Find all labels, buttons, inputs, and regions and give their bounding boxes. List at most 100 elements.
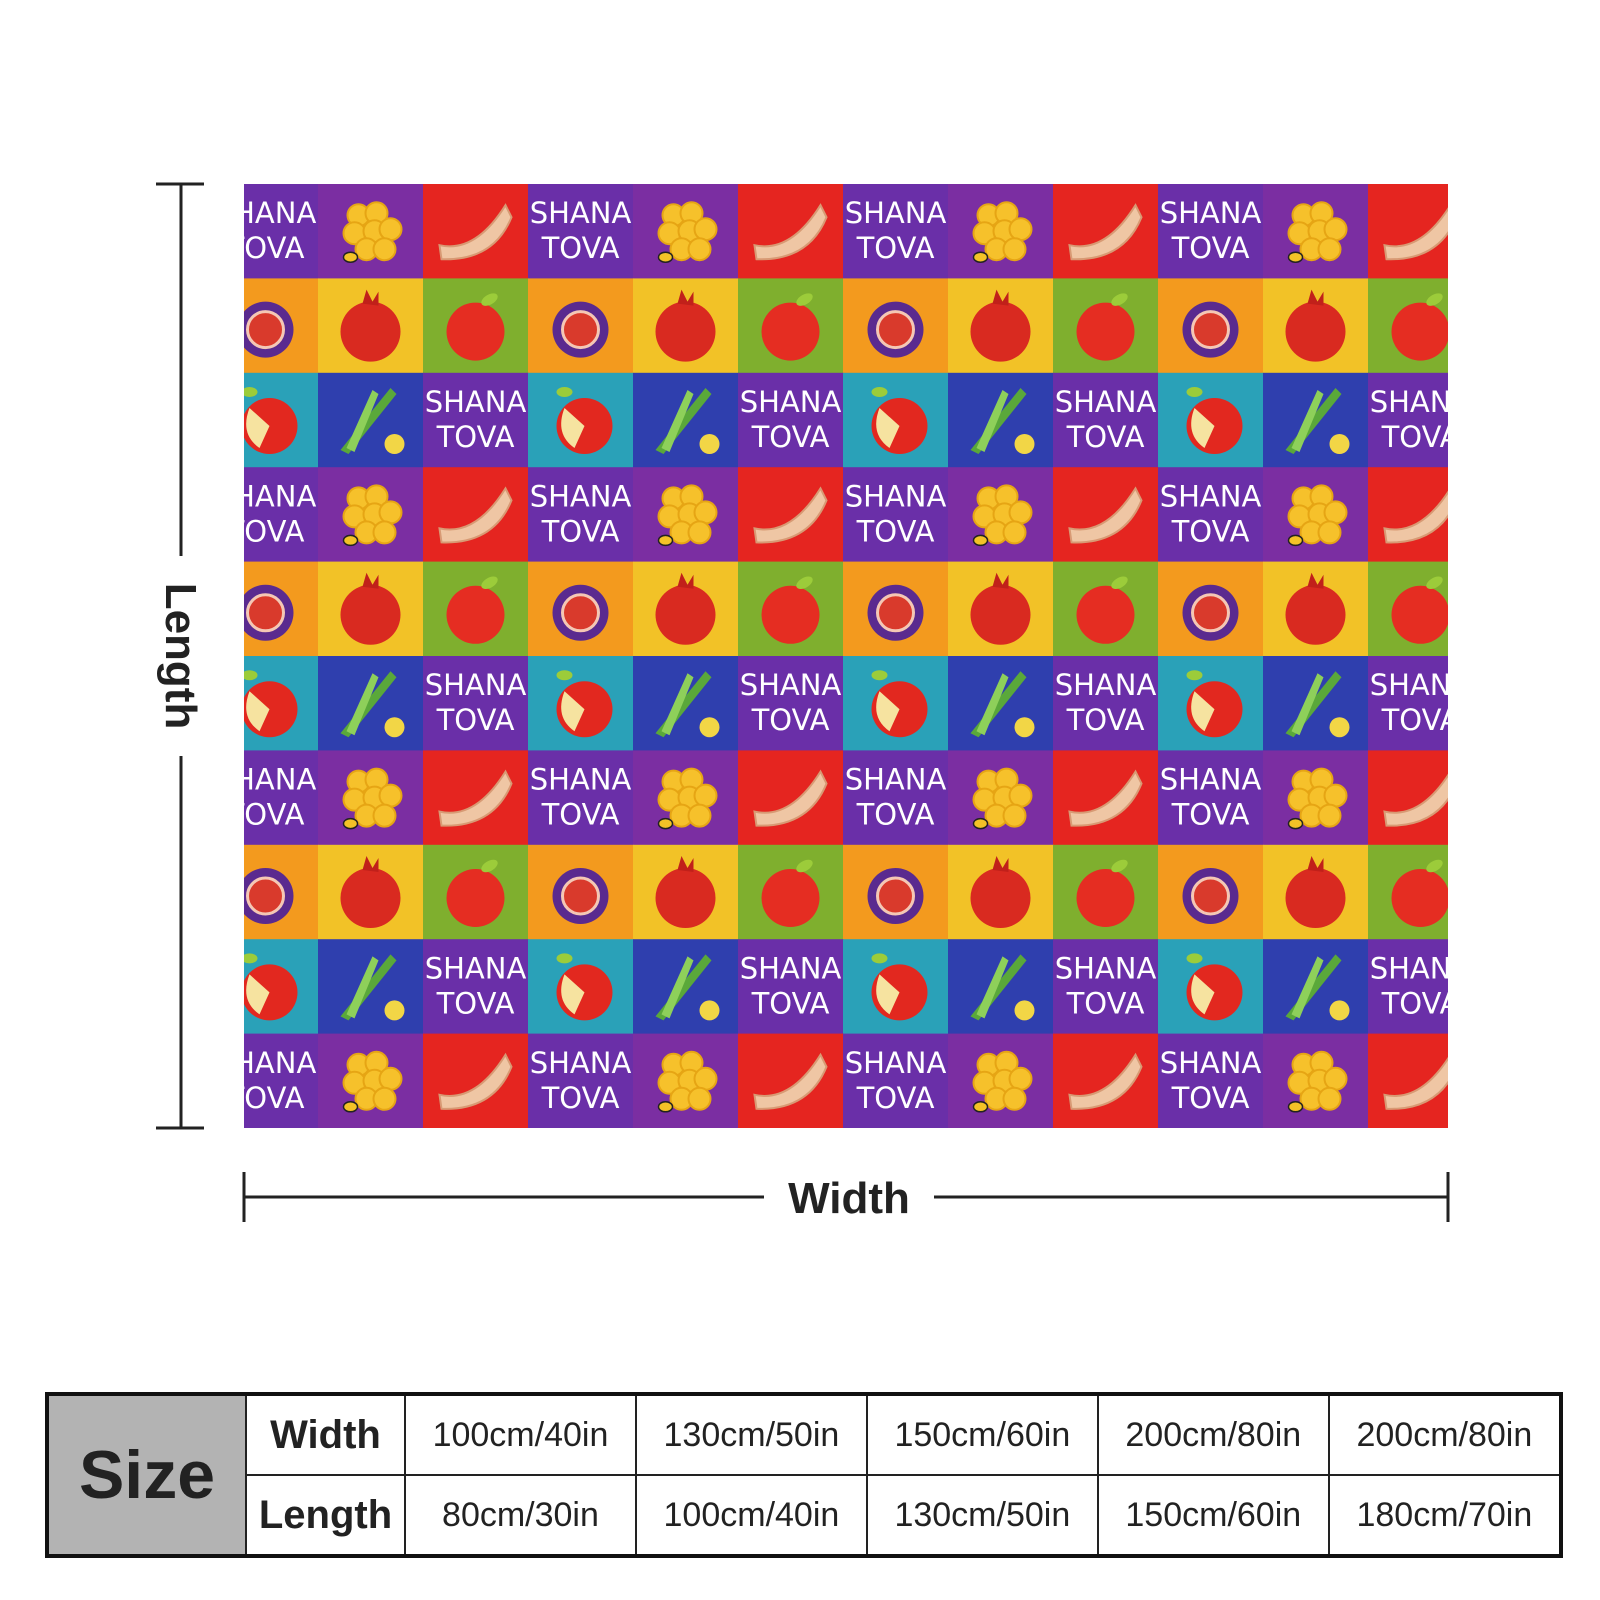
blanket-tile [423,1033,529,1128]
length-cell: 150cm/60in [1096,1474,1330,1557]
tile-text-line2: TOVA [1171,1081,1250,1115]
tile-text-line2: TOVA [541,231,620,265]
blanket-tile [1263,656,1369,751]
tile-text-line2: TOVA [541,514,620,548]
width-cell: 200cm/80in [1096,1393,1330,1476]
blanket-tile [1368,844,1448,940]
tile-text-line1: SHANA [1370,668,1448,702]
tile-text-line1: SHANA [530,763,632,797]
blanket-tile [1263,467,1369,563]
blanket-tile [1263,750,1369,846]
tile-text-line2: TOVA [541,798,620,832]
blanket-tile [633,939,739,1035]
tile-text-line1: SHANA [244,196,316,230]
blanket-tile [1263,561,1369,657]
blanket-tile [423,278,529,374]
blanket-tile [318,750,424,846]
tile-text-line2: TOVA [436,420,515,454]
tile-text-line2: TOVA [1171,514,1250,548]
blanket-tile [318,561,424,657]
blanket-tile [948,467,1054,563]
tile-text-line1: SHANA [845,479,947,513]
blanket-tile [244,656,319,751]
tile-text-line1: SHANA [244,1046,316,1080]
blanket-tile [633,1033,739,1128]
tile-text-line2: TOVA [856,231,935,265]
tile-text-line1: SHANA [1055,385,1157,419]
tile-text-line2: TOVA [1381,986,1448,1020]
tile-text-line2: TOVA [1066,420,1145,454]
tile-text-line1: SHANA [740,385,842,419]
tile-text-line2: TOVA [244,1081,305,1115]
tile-text-line1: SHANA [740,668,842,702]
width-cell: 200cm/80in [1327,1393,1563,1476]
blanket-tile [948,184,1054,279]
tile-text-line2: TOVA [436,703,515,737]
tile-text-line2: TOVA [1066,703,1145,737]
blanket-tile [633,278,739,374]
tile-text-line2: TOVA [856,798,935,832]
blanket-tile [738,1033,844,1128]
blanket-tile [1263,184,1369,279]
tile-text-line1: SHANA [845,196,947,230]
tile-text-line2: TOVA [1066,986,1145,1020]
blanket-tile [1368,1033,1448,1128]
tile-text-line1: SHANA [740,951,842,985]
blanket-tile [318,844,424,940]
blanket-tile [948,372,1054,468]
blanket-tile [1263,844,1369,940]
blanket-tile [244,278,319,374]
tile-text-line1: SHANA [1055,668,1157,702]
blanket-pattern: SHANATOVASHANATOVASHANATOVASHANATOVASHAN… [244,184,1448,1128]
length-row-label: Length [245,1474,406,1557]
blanket-tile [738,184,844,279]
blanket-tile [423,561,529,657]
tile-text-line1: SHANA [1370,951,1448,985]
blanket-tile [843,656,949,751]
blanket-tile [528,561,634,657]
tile-text-line2: TOVA [1171,231,1250,265]
tile-text-line1: SHANA [1055,951,1157,985]
blanket-tile [1368,561,1448,657]
tile-text-line1: SHANA [244,479,316,513]
tile-text-line1: SHANA [845,1046,947,1080]
tile-text-line1: SHANA [425,951,527,985]
width-cell: 150cm/60in [865,1393,1099,1476]
blanket-tile [633,844,739,940]
blanket-tile [1368,467,1448,563]
blanket-tile [633,561,739,657]
blanket-tile [843,278,949,374]
length-cell: 180cm/70in [1327,1474,1563,1557]
blanket-tile [1158,561,1264,657]
tile-text-line1: SHANA [425,668,527,702]
blanket-tile [1158,844,1264,940]
tile-text-line2: TOVA [751,986,830,1020]
tile-text-line1: SHANA [530,1046,632,1080]
blanket-tile [1263,939,1369,1035]
blanket-tile [633,372,739,468]
tile-text-line2: TOVA [1381,703,1448,737]
blanket-tile [1053,278,1159,374]
blanket-tile [423,184,529,279]
blanket-tile [633,656,739,751]
tile-text-line2: TOVA [856,1081,935,1115]
blanket-tile [1368,278,1448,374]
blanket-tile [318,278,424,374]
tile-text-line2: TOVA [751,703,830,737]
size-table: Size Width 100cm/40in 130cm/50in 150cm/6… [45,1392,1563,1558]
tile-text-line1: SHANA [1160,196,1262,230]
width-label: Width [788,1174,910,1223]
